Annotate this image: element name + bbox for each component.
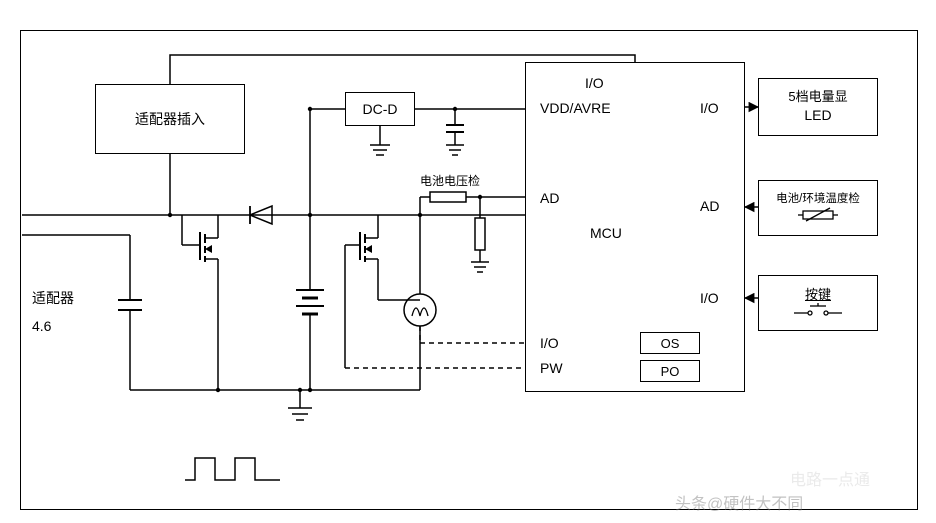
mcu-inner-os-label: OS (661, 336, 680, 351)
pushbutton-icon (794, 303, 842, 319)
mcu-center-label: MCU (590, 225, 622, 241)
caption-battery-voltage: 电池电压检 (420, 172, 480, 189)
mcu-inner-po: PO (640, 360, 700, 382)
mcu-pin-io-right2: I/O (700, 290, 719, 306)
mcu-pin-io-mid: I/O (540, 335, 559, 351)
mcu-pin-vdd-avre: VDD/AVRE (540, 100, 611, 116)
box-adapter-insert-label: 适配器插入 (135, 110, 205, 128)
mcu-inner-po-label: PO (661, 364, 680, 379)
mcu-inner-os: OS (640, 332, 700, 354)
box-dcd-label: DC-D (363, 100, 398, 118)
box-led-line1: 5档电量显 (788, 89, 847, 106)
side-text-line1: 适配器 (32, 288, 74, 308)
mcu-pin-ad-right: AD (700, 198, 719, 214)
box-button-label: 按键 (805, 287, 831, 304)
mcu-pin-pw: PW (540, 360, 563, 376)
box-temp: 电池/环境温度检 (758, 180, 878, 236)
box-led-line2: LED (804, 106, 831, 124)
mcu-pin-io-right1: I/O (700, 100, 719, 116)
box-dcd: DC-D (345, 92, 415, 126)
box-adapter-insert: 适配器插入 (95, 84, 245, 154)
box-temp-label: 电池/环境温度检 (776, 192, 860, 207)
mcu-pin-io-top: I/O (585, 75, 604, 91)
box-button: 按键 (758, 275, 878, 331)
box-led: 5档电量显 LED (758, 78, 878, 136)
side-text-line2: 4.6 (32, 318, 51, 334)
thermistor-icon (798, 206, 838, 224)
mcu-pin-ad-left: AD (540, 190, 559, 206)
